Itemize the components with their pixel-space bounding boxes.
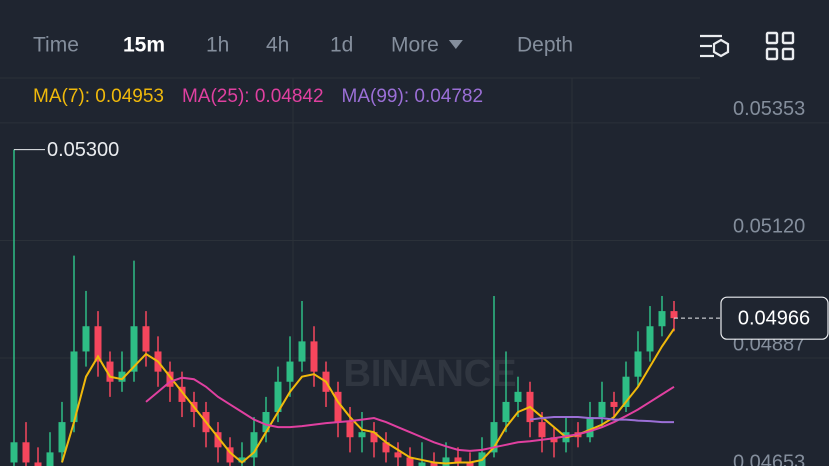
moving-averages	[61, 328, 675, 465]
tab[interactable]: 1h	[206, 34, 229, 57]
last-price-box	[720, 296, 829, 340]
max-label: 0.05300	[47, 139, 119, 161]
y-tick-label: 0.05120	[733, 216, 805, 238]
candle-body	[286, 361, 294, 382]
ma-value: 0.04782	[414, 86, 483, 107]
candle-body	[466, 462, 474, 466]
tab[interactable]: More	[391, 34, 439, 57]
ma-value: 0.04953	[95, 86, 164, 107]
candle-body	[586, 417, 594, 438]
tab[interactable]: Time	[33, 34, 79, 57]
ma-name: MA(25)	[182, 86, 244, 107]
candle-body	[514, 391, 522, 402]
candle-body	[274, 381, 282, 413]
tab[interactable]: 1d	[330, 34, 353, 57]
candle-body	[178, 386, 186, 402]
candle-body	[310, 341, 318, 372]
candle-body	[94, 326, 102, 362]
candle-body	[346, 422, 354, 438]
candle-body	[70, 351, 78, 423]
candle-body	[538, 422, 546, 438]
ma-sep: :	[85, 86, 96, 107]
layout-icon[interactable]	[765, 31, 795, 61]
tab[interactable]: 4h	[266, 34, 289, 57]
y-tick-label: 0.05353	[733, 98, 805, 120]
watermark: BINANCE	[343, 353, 516, 395]
candle-body	[394, 452, 402, 458]
ma-value: 0.04842	[255, 86, 324, 107]
candle-body	[370, 432, 378, 443]
candle-body	[58, 422, 66, 453]
candle-body	[238, 457, 246, 463]
candle-body	[442, 457, 450, 466]
candle-body	[610, 401, 618, 407]
price-markers: 0.05300 0.04966	[14, 139, 829, 340]
ma-line	[145, 376, 675, 452]
ma-line	[529, 416, 674, 424]
interval-tabs: Time 15m 1h 4h 1d More Depth	[33, 34, 573, 57]
candle-body	[418, 462, 426, 466]
ma-sep: :	[404, 86, 415, 107]
ma-sep: :	[244, 86, 255, 107]
candle-body	[334, 391, 342, 423]
candle-body	[550, 437, 558, 443]
candle-body	[646, 326, 654, 352]
candle-body	[262, 412, 270, 433]
candle-body	[358, 432, 366, 438]
candle-body	[670, 311, 678, 319]
ma-name: MA(99)	[342, 86, 404, 107]
candle-body	[10, 442, 18, 463]
ma-legend: MA(7): 0.04953 MA(25): 0.04842 MA(99): 0.0…	[33, 86, 483, 107]
candle-body	[598, 401, 606, 418]
candle-body	[430, 462, 438, 466]
candle-body	[22, 442, 30, 463]
candles	[10, 149, 678, 466]
candle-body	[82, 326, 90, 352]
candle-body	[658, 311, 666, 327]
tab[interactable]: 15m	[123, 34, 165, 57]
ma-name: MA(7)	[33, 86, 85, 107]
dropdown-arrow[interactable]	[448, 40, 463, 49]
candle-body	[106, 361, 114, 382]
candle-body	[298, 341, 306, 362]
candle-body	[406, 457, 414, 466]
candle-body	[166, 371, 174, 387]
candle-body	[34, 462, 42, 466]
candle-body	[226, 447, 234, 463]
candle-body	[634, 351, 642, 377]
candle-body	[250, 432, 258, 458]
candle-body	[490, 422, 498, 453]
candle-body	[502, 401, 510, 423]
tab[interactable]: Depth	[517, 34, 573, 57]
candle-body	[46, 452, 54, 466]
candle-body	[382, 442, 390, 453]
last-price-label: 0.04966	[738, 307, 810, 329]
candle-body	[622, 376, 630, 407]
candle-body	[130, 326, 138, 372]
indicator-icon[interactable]	[700, 34, 730, 58]
y-tick-label: 0.04653	[733, 451, 805, 466]
candle-body	[214, 432, 222, 448]
candle-body	[142, 326, 150, 352]
candle-body	[118, 371, 126, 382]
grid	[0, 78, 829, 466]
candle-body	[454, 457, 462, 463]
